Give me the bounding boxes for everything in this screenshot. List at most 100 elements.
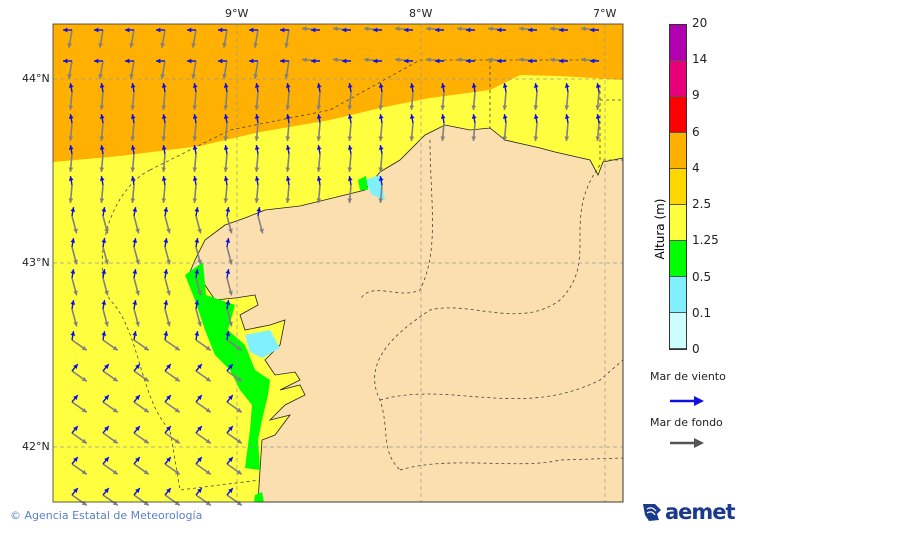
wind-sea-arrow-head: [347, 114, 353, 119]
swell-arrow-head: [174, 438, 180, 444]
wave-direction-arrows: [63, 26, 601, 506]
swell-arrow-head: [205, 500, 211, 506]
wind-sea-arrow-head: [528, 58, 533, 64]
wind-sea-arrow-head: [316, 176, 322, 181]
wind-sea-arrow-head: [99, 114, 105, 119]
wind-sea-arrow-head: [254, 83, 260, 88]
swell-arrow-head: [205, 376, 211, 382]
wind-sea-arrow-head: [130, 114, 136, 119]
swell-arrow-head: [161, 198, 167, 203]
swell-arrow-head: [68, 198, 74, 203]
colorbar-segment: [670, 205, 686, 241]
wind-sea-arrow-head: [135, 488, 140, 494]
swell-arrow-head: [174, 407, 180, 413]
coastal-green-area: [185, 262, 270, 470]
wind-sea-arrow-head: [101, 269, 107, 274]
wind-sea-arrow-head: [533, 83, 539, 88]
coastal-green-area: [358, 176, 368, 190]
wind-sea-arrow-head: [533, 114, 539, 119]
wind-sea-arrow-head: [73, 395, 78, 401]
wind-sea-arrow-head: [101, 207, 107, 212]
wind-sea-arrow-head: [225, 300, 231, 305]
map-frame: [52, 23, 624, 503]
swell-arrow-head: [197, 290, 202, 296]
swell-arrow-head: [471, 105, 477, 110]
wind-sea-arrow-head: [559, 58, 564, 64]
wind-sea-arrow-head: [256, 207, 262, 212]
wind-sea-arrow-head: [130, 176, 136, 181]
swell-arrow-head: [135, 228, 140, 234]
swell-arrow-head: [135, 290, 140, 296]
swell-arrow-head: [112, 376, 118, 382]
swell-arrow-head: [112, 469, 118, 475]
wind-sea-arrow-head: [132, 300, 138, 305]
colorbar-label: 4: [692, 160, 700, 175]
swell-arrow-head: [129, 73, 134, 79]
swell-arrow-head: [440, 136, 446, 141]
shallow-cyan-area: [365, 175, 385, 200]
swell-arrow-head: [395, 57, 400, 63]
wind-sea-arrow-head: [311, 27, 316, 33]
swell-arrow-head: [285, 136, 291, 141]
swell-arrow-head: [135, 321, 140, 327]
wind-sea-arrow-head: [156, 58, 161, 64]
swell-arrow-head: [81, 407, 87, 413]
wind-sea-arrow-head: [68, 145, 74, 150]
wind-sea-arrow-head: [225, 269, 231, 274]
swell-arrow-head: [81, 376, 87, 382]
swell-arrow-head: [426, 26, 431, 32]
swell-arrow-head: [174, 345, 180, 351]
wind-sea-arrow-head: [166, 488, 171, 494]
swell-arrow-head: [160, 42, 165, 48]
swell-arrow-head: [440, 105, 446, 110]
swell-arrow-head: [130, 136, 136, 141]
wind-sea-arrow-head: [130, 83, 136, 88]
swell-arrow-head: [191, 73, 196, 79]
wind-sea-arrow-head: [497, 58, 502, 64]
wind-sea-arrow-head: [347, 83, 353, 88]
swell-arrow-head: [581, 26, 586, 32]
wind-sea-arrow-head: [99, 176, 105, 181]
wind-sea-arrow-head: [135, 364, 140, 370]
swell-arrow-head: [161, 105, 167, 110]
swell-arrow-head: [67, 73, 72, 79]
swell-arrow-head: [378, 105, 384, 110]
wind-sea-arrow-head: [440, 83, 446, 88]
swell-arrow-head: [347, 136, 353, 141]
swell-arrow-head: [143, 469, 149, 475]
wind-sea-arrow-head: [502, 83, 508, 88]
swell-arrow-head: [502, 105, 508, 110]
swell-arrow-head: [205, 407, 211, 413]
colorbar-segment: [670, 169, 686, 205]
wind-sea-arrow-head: [161, 176, 167, 181]
swell-arrow-head: [395, 26, 400, 32]
wind-sea-arrow-head: [70, 207, 76, 212]
swell-arrow-head: [166, 321, 171, 327]
swell-arrow-head: [378, 167, 384, 172]
wind-sea-arrow-head: [104, 426, 109, 432]
colorbar-label: 20: [692, 16, 708, 30]
swell-arrow-head: [364, 57, 369, 63]
wind-sea-arrow-head: [595, 83, 601, 88]
swell-arrow-head: [253, 42, 258, 48]
swell-arrow-head: [143, 500, 149, 506]
swell-arrow-head: [347, 167, 353, 172]
swell-arrow-head: [143, 438, 149, 444]
swell-arrow-head: [236, 469, 242, 475]
aemet-logo: aemet: [641, 500, 736, 524]
swell-arrow-head: [112, 500, 118, 506]
aemet-logo-icon: [643, 504, 661, 521]
swell-arrow-head: [285, 167, 291, 172]
wind-sea-arrow-head: [249, 27, 254, 33]
swell-arrow-head: [68, 167, 74, 172]
swell-arrow-head: [192, 198, 198, 203]
wind-sea-arrow-head: [197, 395, 202, 401]
wind-sea-arrow-head: [197, 426, 202, 432]
swell-arrow-head: [533, 136, 539, 141]
wind-sea-arrow-head: [194, 207, 200, 212]
swell-arrow-head: [99, 136, 105, 141]
swell-arrow-head: [191, 42, 196, 48]
wind-sea-arrow-head: [223, 114, 229, 119]
wind-sea-arrow-head: [132, 269, 138, 274]
